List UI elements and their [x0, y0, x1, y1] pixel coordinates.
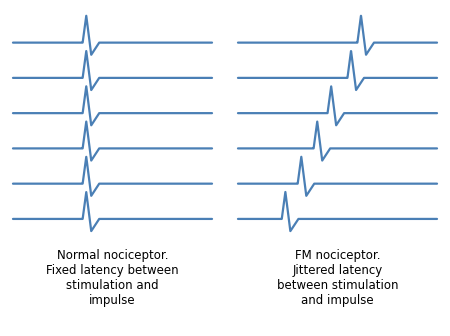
- Text: Normal nociceptor.
Fixed latency between
stimulation and
impulse: Normal nociceptor. Fixed latency between…: [46, 249, 179, 307]
- Text: FM nociceptor.
Jittered latency
between stimulation
and impulse: FM nociceptor. Jittered latency between …: [277, 249, 398, 307]
